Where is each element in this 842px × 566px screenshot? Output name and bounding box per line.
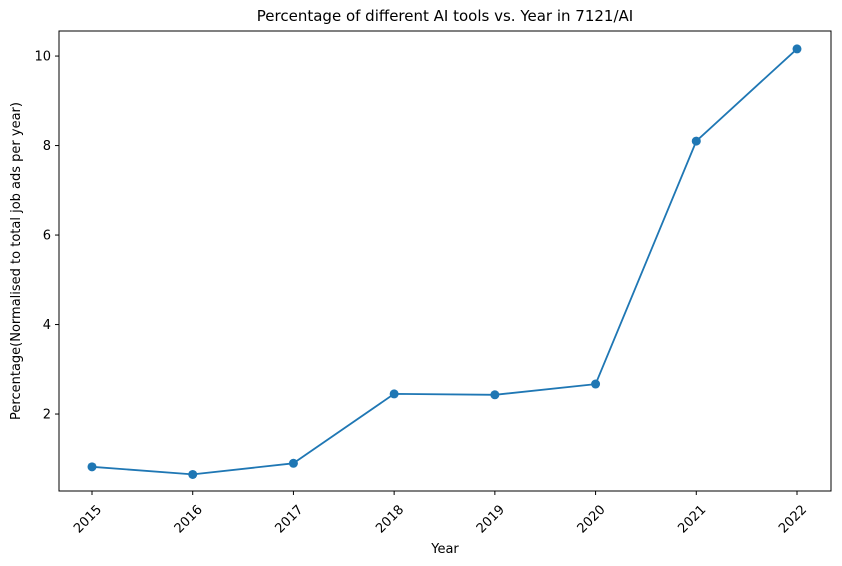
data-point-2016 — [188, 469, 198, 479]
data-point-2015 — [87, 462, 97, 472]
y-tick-label: 4 — [43, 318, 51, 333]
y-tick-label: 6 — [43, 229, 51, 244]
data-point-2022 — [792, 44, 802, 54]
y-tick-label: 10 — [34, 50, 51, 65]
x-tick-label: 2022 — [776, 502, 810, 536]
y-tick-label: 2 — [43, 408, 51, 423]
x-tick-label: 2015 — [71, 502, 105, 536]
x-tick-label: 2021 — [675, 502, 709, 536]
x-tick-label: 2016 — [172, 502, 206, 536]
y-tick-label: 8 — [43, 139, 51, 154]
data-point-2017 — [288, 458, 298, 468]
y-axis-label: Percentage(Normalised to total job ads p… — [9, 102, 24, 420]
x-tick-label: 2018 — [373, 502, 407, 536]
series-line — [91, 48, 798, 476]
x-axis-ticks: 2015 2016 2017 2018 2019 2020 2021 2022 — [71, 491, 810, 536]
x-tick-label: 2017 — [272, 502, 306, 536]
data-point-2020 — [591, 379, 601, 389]
data-point-2018 — [389, 389, 399, 399]
x-tick-label: 2020 — [575, 502, 609, 536]
plot-area-frame — [58, 30, 832, 492]
x-axis-label: Year — [430, 542, 459, 557]
series-group — [87, 44, 802, 479]
data-point-2021 — [691, 136, 701, 146]
data-point-2019 — [490, 390, 500, 400]
x-tick-label: 2019 — [474, 502, 508, 536]
y-axis-ticks: 2 4 6 8 10 — [34, 50, 59, 423]
chart-title: Percentage of different AI tools vs. Yea… — [257, 7, 633, 25]
